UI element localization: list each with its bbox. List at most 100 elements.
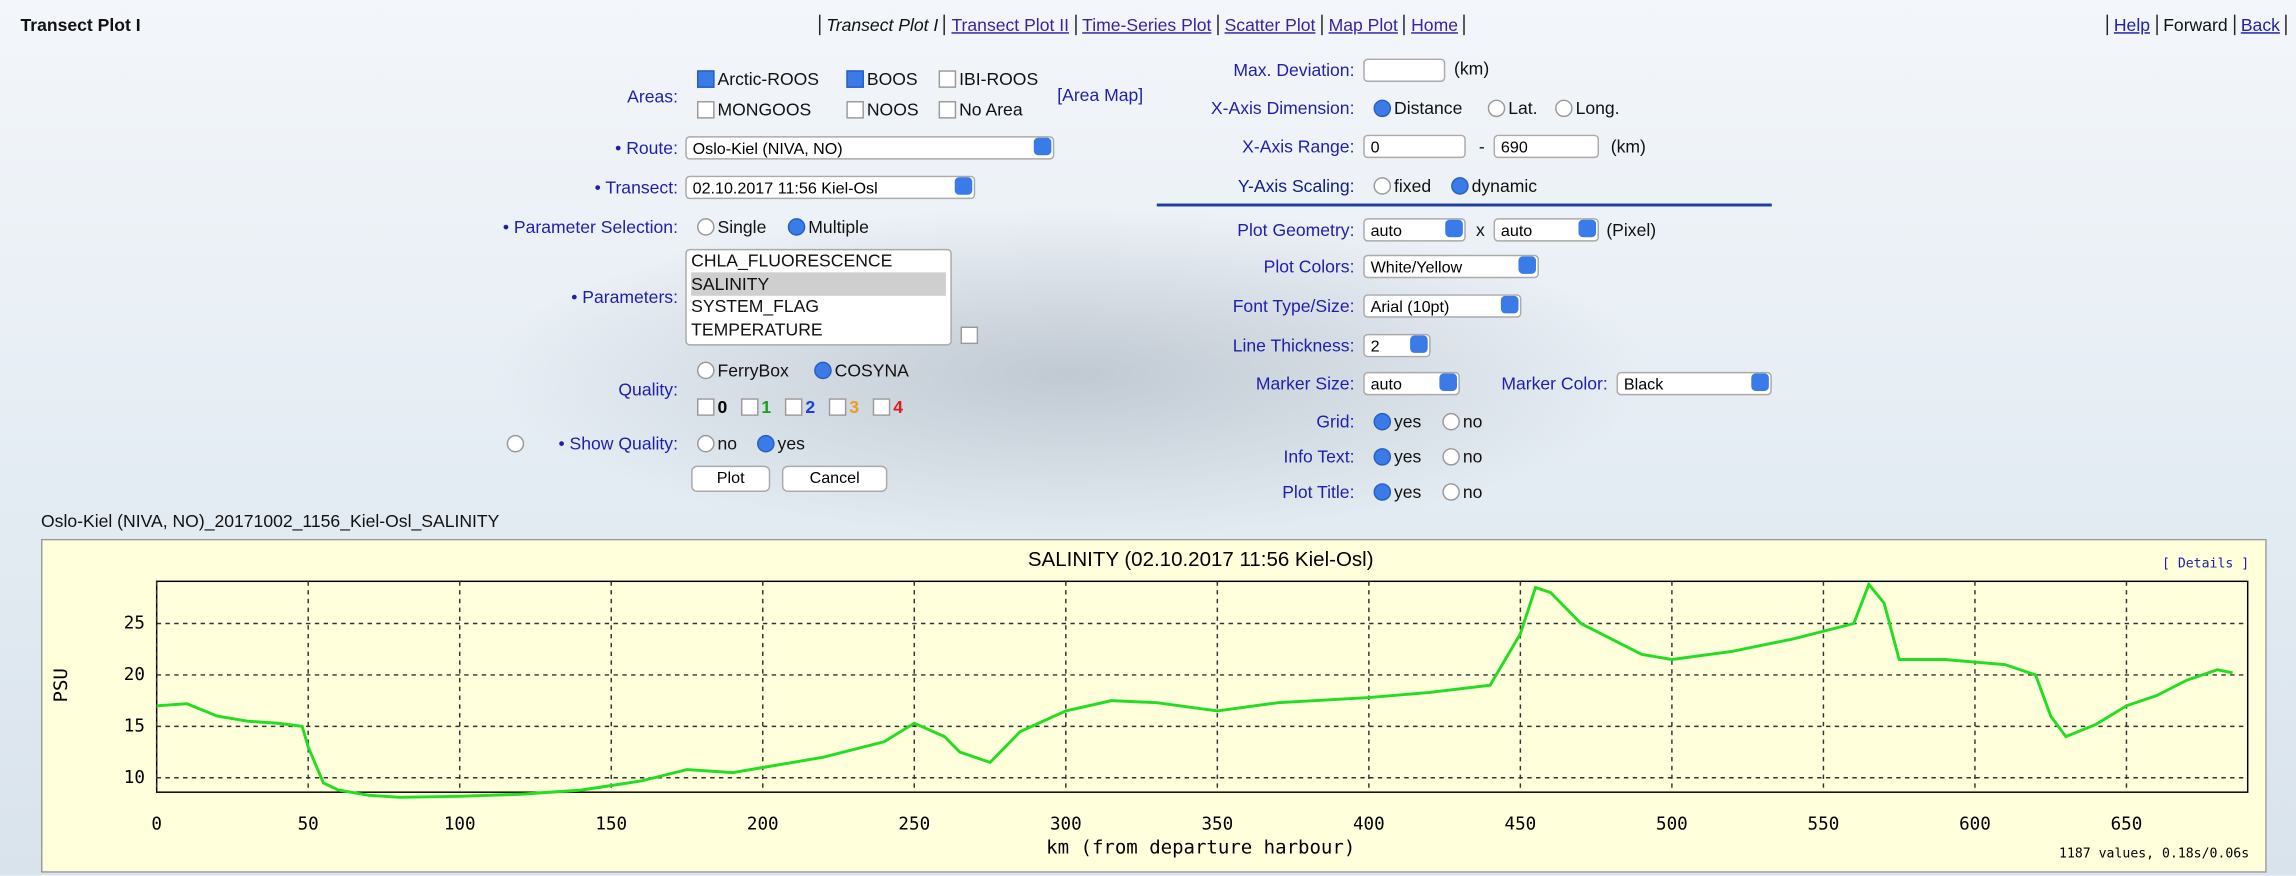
radio-button[interactable] [1374, 483, 1392, 501]
option-label[interactable]: Arctic-ROOS [718, 67, 820, 90]
field-label: Plot Colors: [1264, 255, 1355, 278]
checkbox[interactable] [785, 398, 803, 416]
checkbox[interactable] [939, 70, 957, 88]
select[interactable]: auto [1494, 218, 1599, 241]
text-input[interactable]: 0 [1363, 135, 1466, 158]
select-arrow [1751, 373, 1769, 391]
quality-flag[interactable]: 4 [893, 395, 903, 418]
radio-button[interactable] [697, 435, 715, 453]
nav-link[interactable]: Map Plot [1321, 15, 1404, 36]
button[interactable]: Plot [691, 466, 770, 492]
option-label[interactable]: yes [778, 432, 805, 455]
option-label[interactable]: yes [1394, 445, 1421, 468]
nav-link[interactable]: Time-Series Plot [1075, 15, 1217, 36]
option-label[interactable]: fixed [1394, 174, 1431, 197]
option-label[interactable]: No Area [959, 98, 1022, 121]
select[interactable]: auto [1363, 218, 1466, 241]
radio-button[interactable] [1555, 100, 1573, 118]
field-label: • Route: [615, 136, 678, 159]
nav-link[interactable]: Home [1404, 15, 1466, 36]
select[interactable]: 02.10.2017 11:56 Kiel-Osl [685, 176, 975, 199]
option-label[interactable]: Multiple [808, 215, 869, 238]
field-label: Areas: [627, 85, 678, 108]
option-label[interactable]: COSYNA [835, 359, 909, 382]
radio-button[interactable] [1442, 413, 1460, 431]
checkbox[interactable] [873, 398, 891, 416]
x-axis-label: km (from departure harbour) [1046, 836, 1355, 858]
y-tick-label: 10 [124, 768, 145, 788]
radio-button[interactable] [1374, 413, 1392, 431]
option-label[interactable]: FerryBox [718, 359, 789, 382]
button[interactable]: Cancel [782, 466, 887, 492]
option-label[interactable]: no [1463, 445, 1483, 468]
field-label: Marker Size: [1256, 372, 1355, 395]
select[interactable]: Black [1617, 372, 1772, 395]
text-input[interactable]: 690 [1494, 135, 1599, 158]
quality-flag[interactable]: 1 [761, 395, 771, 418]
x-tick-label: 50 [298, 814, 319, 834]
list-option[interactable]: SYSTEM_FLAG [691, 294, 819, 317]
radio-button[interactable] [814, 362, 832, 380]
checkbox[interactable] [697, 398, 715, 416]
checkbox[interactable] [697, 101, 715, 119]
radio-button[interactable] [757, 435, 775, 453]
radio-button[interactable] [1442, 448, 1460, 466]
text-input[interactable] [1363, 59, 1445, 82]
option-label[interactable]: BOOS [867, 67, 918, 90]
checkbox[interactable] [846, 101, 864, 119]
radio-button[interactable] [1488, 100, 1506, 118]
list-option[interactable]: CHLA_FLUORESCENCE [691, 249, 892, 272]
option-label[interactable]: Long. [1576, 97, 1620, 120]
area-map-link[interactable]: [Area Map] [1057, 83, 1143, 106]
header-link[interactable]: Help [2107, 15, 2156, 36]
header-link[interactable]: Back [2233, 15, 2287, 36]
quality-flag[interactable]: 3 [849, 395, 859, 418]
x-tick-label: 300 [1050, 814, 1082, 834]
select-arrow [1501, 296, 1519, 314]
checkbox[interactable] [829, 398, 847, 416]
nav-link[interactable]: Transect Plot II [944, 15, 1075, 36]
select[interactable]: White/Yellow [1363, 255, 1539, 278]
nav-link[interactable]: Scatter Plot [1217, 15, 1321, 36]
radio-button[interactable] [1451, 177, 1469, 195]
radio-button[interactable] [697, 362, 715, 380]
checkbox[interactable] [741, 398, 759, 416]
y-tick-label: 15 [124, 716, 145, 736]
quality-flag[interactable]: 0 [718, 395, 728, 418]
header-link[interactable]: Forward [2156, 15, 2234, 36]
option-label[interactable]: Distance [1394, 97, 1462, 120]
details-link: [ Details ] [2162, 557, 2249, 572]
select[interactable]: auto [1363, 372, 1460, 395]
checkbox[interactable] [939, 101, 957, 119]
nav-link[interactable]: Transect Plot I [819, 15, 944, 36]
option-label[interactable]: Single [718, 215, 767, 238]
option-label[interactable]: no [1463, 480, 1483, 503]
option-label[interactable]: IBI-ROOS [959, 67, 1038, 90]
list-option[interactable]: SALINITY [691, 272, 946, 295]
option-label[interactable]: no [1463, 410, 1483, 433]
radio-button[interactable] [1374, 448, 1392, 466]
help-icon [507, 435, 525, 453]
nav-bar: Transect Plot ITransect Plot IITime-Seri… [819, 13, 1465, 36]
option-label[interactable]: yes [1394, 480, 1421, 503]
select[interactable]: 2 [1363, 334, 1430, 357]
select[interactable]: Arial (10pt) [1363, 294, 1521, 317]
x-tick-label: 500 [1656, 814, 1688, 834]
option-label[interactable]: no [718, 432, 738, 455]
checkbox[interactable] [697, 70, 715, 88]
option-label[interactable]: yes [1394, 410, 1421, 433]
radio-button[interactable] [1442, 483, 1460, 501]
radio-button[interactable] [1374, 177, 1392, 195]
quality-flag[interactable]: 2 [805, 395, 815, 418]
list-option[interactable]: TEMPERATURE [691, 317, 822, 340]
option-label[interactable]: dynamic [1472, 174, 1537, 197]
radio-button[interactable] [1374, 100, 1392, 118]
option-label[interactable]: Lat. [1508, 97, 1537, 120]
option-label[interactable]: NOOS [867, 98, 919, 121]
radio-button[interactable] [697, 218, 715, 236]
radio-button[interactable] [788, 218, 806, 236]
select[interactable]: Oslo-Kiel (NIVA, NO) [685, 136, 1054, 159]
checkbox[interactable] [846, 70, 864, 88]
option-label[interactable]: MONGOOS [718, 98, 812, 121]
checkbox[interactable] [961, 327, 979, 345]
